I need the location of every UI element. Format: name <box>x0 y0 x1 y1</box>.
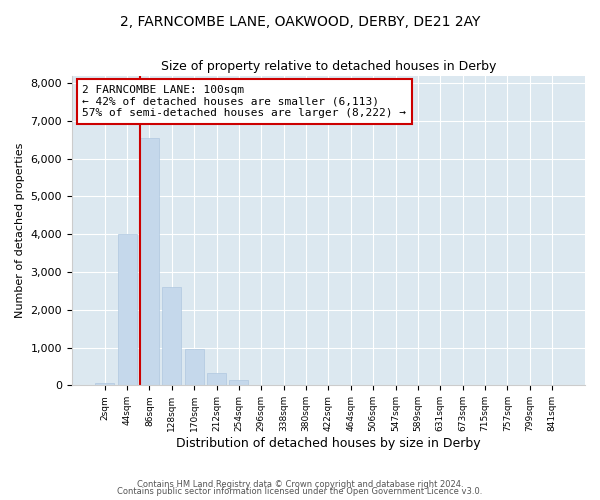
Bar <box>118 234 137 386</box>
Bar <box>163 287 181 386</box>
Text: Contains HM Land Registry data © Crown copyright and database right 2024.: Contains HM Land Registry data © Crown c… <box>137 480 463 489</box>
Bar <box>140 138 159 386</box>
Bar <box>185 350 204 386</box>
Y-axis label: Number of detached properties: Number of detached properties <box>15 143 25 318</box>
Text: Contains public sector information licensed under the Open Government Licence v3: Contains public sector information licen… <box>118 487 482 496</box>
Text: 2 FARNCOMBE LANE: 100sqm
← 42% of detached houses are smaller (6,113)
57% of sem: 2 FARNCOMBE LANE: 100sqm ← 42% of detach… <box>82 85 406 118</box>
Bar <box>95 384 114 386</box>
Bar <box>207 373 226 386</box>
Bar <box>229 380 248 386</box>
X-axis label: Distribution of detached houses by size in Derby: Distribution of detached houses by size … <box>176 437 481 450</box>
Title: Size of property relative to detached houses in Derby: Size of property relative to detached ho… <box>161 60 496 73</box>
Text: 2, FARNCOMBE LANE, OAKWOOD, DERBY, DE21 2AY: 2, FARNCOMBE LANE, OAKWOOD, DERBY, DE21 … <box>120 15 480 29</box>
